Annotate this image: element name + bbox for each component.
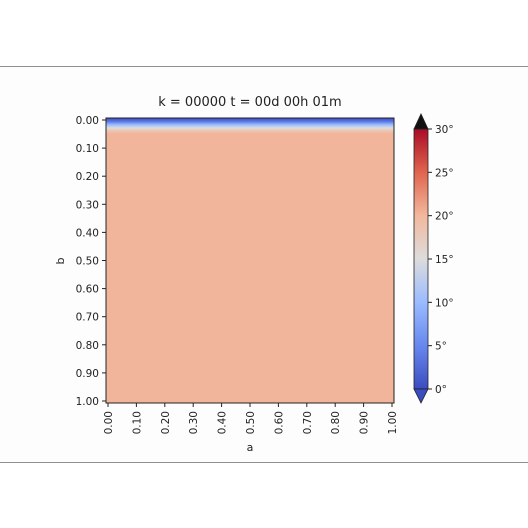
x-tick-label: 0.90 (359, 411, 371, 434)
x-tick-label: 0.60 (273, 411, 285, 434)
heatmap-figure: k = 00000 t = 00d 00h 01m 0.000.100.200.… (54, 95, 454, 454)
y-tick-label: 1.00 (76, 396, 99, 408)
heatmap-field (106, 118, 394, 403)
colorbar-tick-label: 20° (435, 211, 454, 223)
y-tick-label: 0.40 (76, 227, 99, 239)
x-tick-label: 0.20 (160, 411, 172, 434)
x-tick-label: 0.00 (103, 411, 115, 434)
colorbar-tick-label: 10° (435, 297, 454, 309)
colorbar-extend-min (413, 388, 429, 404)
colorbar: 0° 5° 10° 15° 20° 25° 30° (413, 113, 454, 404)
colorbar-extend-max (413, 113, 429, 130)
x-tick-label: 0.30 (188, 411, 200, 434)
y-tick-label: 0.20 (76, 171, 99, 183)
colorbar-tick-label: 25° (435, 167, 454, 179)
colorbar-body (413, 128, 429, 390)
y-tick-label: 0.10 (76, 143, 99, 155)
colorbar-tick-label: 15° (435, 254, 454, 266)
figure-viewer: k = 00000 t = 00d 00h 01m 0.00 0.10 0.20 0.… (0, 66, 528, 463)
chart-title: k = 00000 t = 00d 00h 01m (158, 95, 341, 110)
y-tick-label: 0.90 (76, 368, 99, 380)
y-tick-label: 0.30 (76, 199, 99, 211)
x-tick-label: 0.80 (330, 411, 342, 434)
x-tick-label: 0.70 (302, 411, 314, 434)
colorbar-ticks: 0° 5° 10° 15° 20° 25° 30° (428, 124, 454, 396)
y-tick-label: 0.70 (76, 312, 99, 324)
x-axis-label: a (247, 441, 254, 454)
x-axis-ticks: 0.00 0.10 0.20 0.30 0.40 0.50 0.60 0.70 0.80 0.90… (103, 403, 399, 434)
y-tick-label: 0.80 (76, 340, 99, 352)
y-axis-ticks: 0.00 0.10 0.20 0.30 0.40 0.50 0.60 0.70 0.80 0.90… (76, 115, 106, 408)
x-tick-label: 0.50 (245, 411, 257, 434)
colorbar-tick-label: 5° (435, 341, 447, 353)
x-tick-label: 0.10 (131, 411, 143, 434)
y-tick-label: 0.00 (76, 115, 99, 127)
x-tick-label: 0.40 (217, 411, 229, 434)
colorbar-tick-label: 0° (435, 384, 447, 396)
y-tick-label: 0.50 (76, 256, 99, 268)
x-tick-label: 1.00 (387, 411, 399, 434)
y-axis-label: b (54, 257, 67, 264)
y-tick-label: 0.60 (76, 284, 99, 296)
colorbar-tick-label: 30° (435, 124, 454, 136)
